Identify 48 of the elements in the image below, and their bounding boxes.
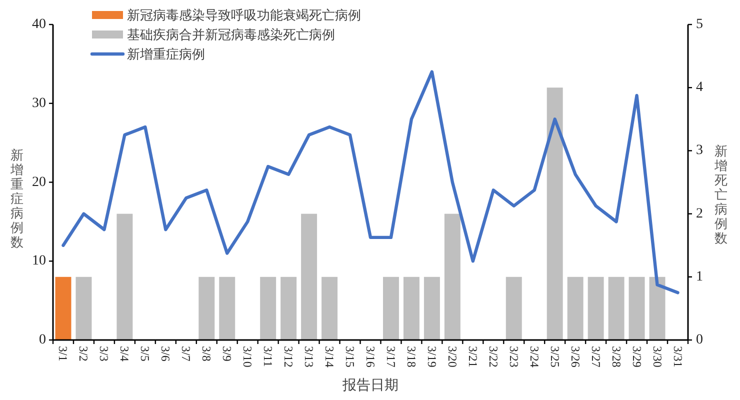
y-tick-label: 10 — [32, 254, 46, 269]
y-axis-title: 新增重症病例数 — [10, 147, 24, 249]
x-tick-label: 3/27 — [588, 346, 603, 368]
x-tick-label: 3/14 — [322, 346, 337, 368]
y-tick-label: 30 — [32, 96, 46, 111]
x-tick-label: 3/21 — [466, 346, 480, 368]
x-tick-label: 3/5 — [138, 346, 152, 362]
y-tick-label: 20 — [32, 174, 46, 190]
x-tick-label: 3/30 — [650, 346, 664, 368]
y2-tick-label: 5 — [696, 17, 703, 32]
x-tick-label: 3/24 — [527, 346, 542, 368]
x-tick-label: 3/12 — [282, 346, 296, 368]
x-tick-label: 3/15 — [343, 346, 358, 368]
x-tick-label: 3/20 — [445, 346, 460, 368]
legend-label: 新增重症病例 — [127, 46, 205, 62]
x-axis-title: 报告日期 — [342, 378, 398, 394]
x-tick-label: 3/19 — [424, 346, 439, 368]
y2-tick-label: 2 — [696, 206, 703, 222]
x-tick-label: 3/4 — [118, 346, 132, 362]
x-tick-label: 3/25 — [548, 346, 562, 368]
x-tick-label: 3/22 — [486, 346, 500, 368]
y2-tick-label: 0 — [696, 332, 703, 348]
x-tick-label: 3/23 — [506, 346, 521, 368]
x-tick-label: 3/26 — [568, 346, 582, 368]
y2-axis-title: 新增死亡病例数 — [714, 143, 728, 245]
x-tick-label: 3/8 — [200, 346, 214, 362]
x-tick-label: 3/1 — [56, 346, 70, 362]
x-tick-label: 3/31 — [670, 346, 685, 368]
x-tick-label: 3/6 — [158, 346, 173, 362]
x-tick-label: 3/18 — [404, 346, 418, 368]
x-tick-label: 3/7 — [179, 346, 194, 362]
x-tick-label: 3/17 — [384, 346, 398, 368]
x-tick-label: 3/13 — [302, 346, 316, 368]
x-tick-label: 3/28 — [609, 346, 624, 368]
x-tick-label: 3/11 — [261, 346, 276, 367]
y2-tick-label: 4 — [696, 80, 703, 96]
y-tick-label: 0 — [39, 332, 46, 348]
x-tick-label: 3/10 — [240, 346, 255, 368]
x-tick-label: 3/2 — [76, 346, 91, 362]
legend-label: 基础疾病合并新冠病毒感染死亡病例 — [127, 27, 335, 42]
x-tick-label: 3/9 — [220, 346, 234, 362]
x-tick-label: 3/16 — [364, 346, 378, 368]
x-tick-label: 3/29 — [630, 346, 644, 368]
legend-label: 新冠病毒感染导致呼吸功能衰竭死亡病例 — [127, 8, 361, 22]
y-tick-label: 40 — [32, 17, 46, 32]
y2-tick-label: 1 — [696, 269, 703, 284]
y2-tick-label: 3 — [696, 143, 703, 158]
x-tick-label: 3/3 — [97, 346, 112, 362]
